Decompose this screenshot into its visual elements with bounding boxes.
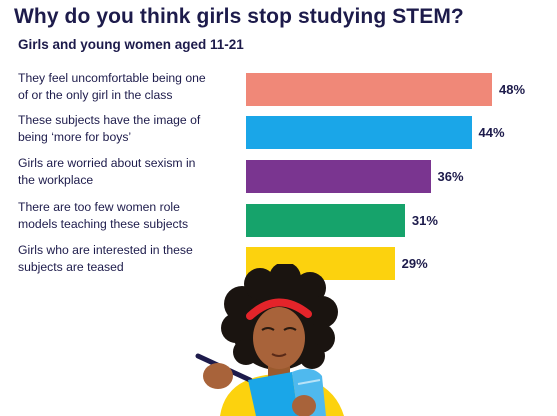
value-label-1: 48% — [499, 82, 526, 97]
category-label-2: These subjects have the image of being ‘… — [18, 113, 201, 144]
girl-studying-illustration — [195, 264, 344, 416]
mouth-shape — [271, 353, 287, 357]
chart-title: Why do you think girls stop studying STE… — [14, 5, 464, 28]
category-label-5: Girls who are interested in these subjec… — [18, 243, 193, 274]
headband-shape — [246, 298, 312, 320]
bar-1 — [246, 73, 492, 106]
hand-shape — [203, 363, 233, 389]
face-shape — [253, 307, 305, 369]
hand-shape-2 — [292, 395, 316, 416]
value-label-5: 29% — [401, 256, 428, 271]
bar-2 — [246, 116, 472, 149]
left-eye-shape — [261, 327, 275, 331]
category-label-4: There are too few women role models teac… — [18, 200, 189, 231]
chart-subtitle: Girls and young women aged 11-21 — [18, 37, 244, 52]
value-label-4: 31% — [411, 213, 438, 228]
value-label-3: 36% — [437, 169, 464, 184]
category-label-1: They feel uncomfortable being one of or … — [18, 71, 206, 102]
bar-3 — [246, 160, 431, 193]
value-label-2: 44% — [478, 125, 505, 140]
bar-4 — [246, 204, 405, 237]
right-eye-shape — [283, 327, 297, 331]
category-label-3: Girls are worried about sexism in the wo… — [18, 156, 196, 187]
